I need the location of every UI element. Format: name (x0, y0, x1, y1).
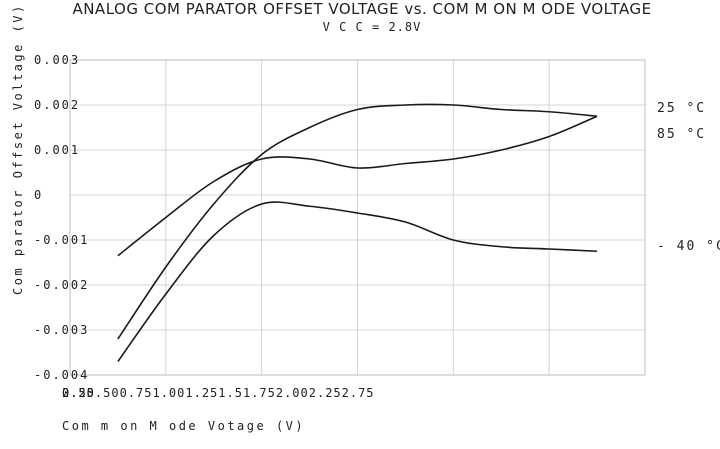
x-tick-label: 0.50.500.751.001.251.51.752.002.252.75 (62, 386, 375, 400)
y-tick-label: -0.004 (34, 368, 89, 382)
y-ticks: 0.003 0.002 0.001 0 -0.001 -0.002 -0.003 -0.004 (34, 53, 89, 382)
series-line-0 (117, 103, 598, 340)
x-tick-label: 0.25 (62, 386, 95, 400)
chart-title: ANALOG COM PARATOR OFFSET VOLTAGE vs. CO… (72, 0, 651, 18)
series-label-2: - 40 °C (657, 239, 720, 254)
y-tick-label: 0 (34, 188, 43, 202)
x-tick-label: 2.50 (62, 386, 95, 400)
y-tick-label: -0.002 (34, 278, 89, 292)
x-ticks: 0.250.50.500.751.001.251.51.752.002.252.… (62, 386, 375, 400)
plot-frame (69, 59, 646, 376)
grid (70, 59, 646, 376)
y-tick-label: 0.001 (34, 143, 80, 157)
y-tick-label: 0.002 (34, 98, 80, 112)
y-tick-label: -0.001 (34, 233, 89, 247)
chart-subtitle: V C C = 2.8V (323, 20, 422, 34)
y-tick-label: 0.003 (34, 53, 80, 67)
series-labels: 25 °C 85 °C - 40 °C (657, 101, 720, 254)
series-line-2 (117, 201, 598, 362)
y-axis-label: Com parator Offset Voltage (V) (11, 3, 25, 295)
series-line-1 (117, 115, 598, 257)
series-label-0: 25 °C (657, 101, 706, 116)
series-label-1: 85 °C (657, 127, 706, 142)
curves (117, 103, 598, 362)
x-axis-label: Com m on M ode Votage (V) (62, 419, 305, 433)
y-tick-label: -0.003 (34, 323, 89, 337)
